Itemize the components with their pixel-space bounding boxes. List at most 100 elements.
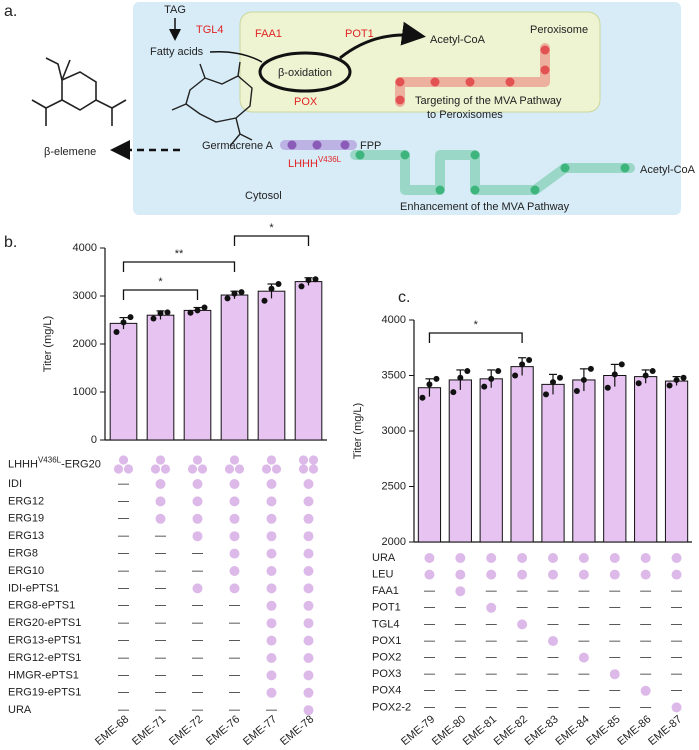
data-point bbox=[433, 375, 440, 382]
presence-dot bbox=[266, 566, 277, 576]
absence-mark: — bbox=[118, 530, 129, 542]
row-label: ERG8-ePTS1 bbox=[8, 600, 75, 612]
row-label: LHHHV436L-ERG20 bbox=[8, 456, 101, 471]
absence-mark: — bbox=[229, 687, 240, 699]
data-point bbox=[604, 384, 611, 391]
x-tick-label: EME-76 bbox=[204, 713, 242, 745]
presence-dot bbox=[155, 479, 166, 489]
x-tick-label: EME-78 bbox=[278, 713, 316, 745]
presence-dot bbox=[266, 600, 277, 611]
copy-dot bbox=[308, 455, 319, 465]
row-label: HMGR-ePTS1 bbox=[8, 669, 79, 681]
bar bbox=[634, 376, 658, 543]
data-point bbox=[642, 372, 649, 379]
data-point bbox=[231, 290, 238, 297]
significance-bracket bbox=[122, 261, 236, 272]
presence-dot bbox=[303, 513, 314, 524]
data-point bbox=[113, 329, 120, 335]
enzyme-label: LHHHV436L bbox=[288, 155, 342, 170]
presence-dot bbox=[303, 583, 314, 594]
absence-mark: — bbox=[155, 652, 166, 664]
bar bbox=[603, 375, 627, 543]
absence-mark: — bbox=[578, 668, 589, 680]
data-point bbox=[526, 356, 533, 363]
copy-dot bbox=[123, 464, 134, 474]
absence-mark: — bbox=[578, 701, 589, 713]
data-point bbox=[120, 319, 127, 326]
absence-mark: — bbox=[671, 618, 682, 630]
absence-mark: — bbox=[578, 635, 589, 647]
y-tick-label: 3000 bbox=[73, 290, 97, 302]
y-tick-label: 4000 bbox=[382, 314, 406, 326]
row-label: POX2 bbox=[372, 652, 401, 664]
compartment-label: Cytosol bbox=[245, 190, 282, 202]
absence-mark: — bbox=[118, 652, 129, 664]
label: β-oxidation bbox=[278, 67, 332, 79]
data-point bbox=[635, 380, 642, 387]
label: β-elemene bbox=[44, 146, 96, 158]
absence-mark: — bbox=[118, 600, 129, 612]
presence-dot bbox=[455, 586, 466, 597]
presence-dot bbox=[303, 531, 314, 542]
presence-dot bbox=[155, 513, 166, 524]
bar bbox=[183, 309, 212, 441]
presence-dot bbox=[548, 553, 558, 563]
absence-mark: — bbox=[118, 704, 129, 716]
absence-mark: — bbox=[640, 585, 651, 597]
copy-dot bbox=[298, 455, 309, 465]
enzyme-label: POX bbox=[294, 96, 318, 108]
data-point bbox=[224, 295, 231, 302]
presence-dot bbox=[640, 553, 651, 563]
absence-mark: — bbox=[548, 668, 559, 680]
cytosol-pathway bbox=[350, 150, 635, 195]
presence-dot bbox=[266, 653, 277, 663]
presence-dot bbox=[266, 687, 277, 698]
panel-label: b. bbox=[4, 234, 17, 251]
data-point bbox=[268, 285, 275, 292]
data-point bbox=[312, 276, 319, 283]
data-point bbox=[275, 281, 282, 287]
presence-dot bbox=[229, 496, 240, 507]
absence-mark: — bbox=[424, 618, 435, 630]
absence-mark: — bbox=[455, 685, 466, 697]
absence-mark: — bbox=[155, 704, 166, 716]
row-label: POX3 bbox=[372, 668, 401, 680]
label: Acetyl-CoA bbox=[430, 34, 486, 46]
absence-mark: — bbox=[229, 704, 240, 716]
presence-dot bbox=[229, 548, 240, 559]
y-tick-label: 3000 bbox=[382, 425, 406, 437]
label: Enhancement of the MVA Pathway bbox=[400, 201, 570, 213]
copy-dot bbox=[308, 464, 319, 474]
presence-dot bbox=[609, 553, 620, 563]
data-point bbox=[298, 283, 305, 290]
presence-dot bbox=[266, 513, 277, 524]
bar bbox=[220, 294, 249, 441]
bar bbox=[448, 379, 472, 543]
data-point bbox=[550, 379, 556, 386]
row-label: ERG10 bbox=[8, 565, 44, 577]
absence-mark: — bbox=[486, 585, 497, 597]
absence-mark: — bbox=[455, 701, 466, 713]
absence-mark: — bbox=[455, 668, 466, 680]
arrow bbox=[209, 50, 263, 63]
absence-mark: — bbox=[155, 635, 166, 647]
absence-mark: — bbox=[486, 618, 497, 630]
presence-dot bbox=[303, 618, 314, 629]
label: Fatty acids bbox=[150, 46, 204, 58]
presence-dot bbox=[548, 636, 558, 646]
panel-label: c. bbox=[398, 289, 410, 306]
y-tick-label: 1000 bbox=[73, 386, 97, 398]
absence-mark: — bbox=[192, 687, 203, 699]
absence-mark: — bbox=[229, 617, 240, 629]
presence-dot bbox=[303, 705, 314, 716]
presence-dot bbox=[455, 569, 466, 580]
presence-dot bbox=[266, 583, 277, 594]
bar bbox=[479, 378, 503, 543]
absence-mark: — bbox=[578, 618, 589, 630]
compartment-label: Peroxisome bbox=[530, 24, 588, 36]
absence-mark: — bbox=[578, 685, 589, 697]
presence-dot bbox=[266, 496, 277, 507]
significance-label: ** bbox=[175, 248, 184, 260]
absence-mark: — bbox=[640, 618, 651, 630]
